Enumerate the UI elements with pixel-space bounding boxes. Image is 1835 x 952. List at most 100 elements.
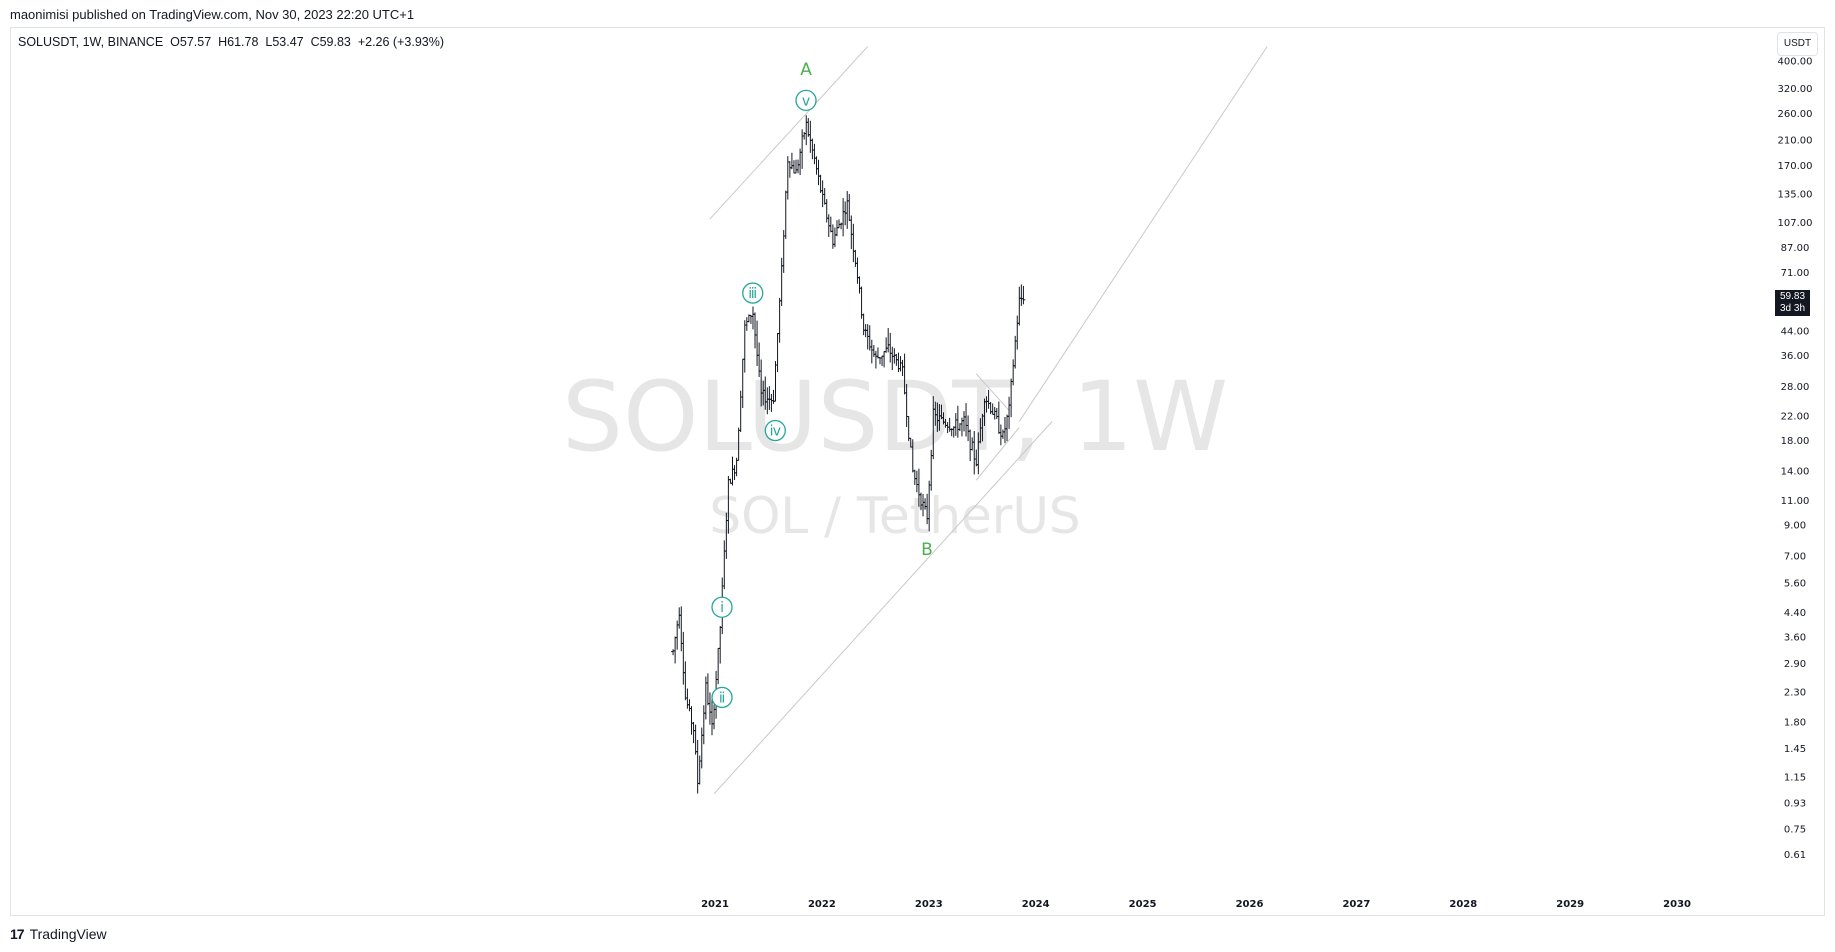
ohlc-bar [755,320,760,367]
y-tick-label: 210.00 [1778,135,1813,146]
ohlc-bar [679,606,684,652]
tradingview-logo-icon: 17 [10,926,25,942]
price-axis[interactable]: 400.00 320.00 260.00 210.00 170.00 135.00 107.… [1778,57,1813,861]
trend-line [975,373,1010,411]
wave-label: ⅰ [720,600,724,616]
ohlc-bar [869,339,874,364]
y-tick-label: 135.00 [1778,189,1813,200]
y-tick-label: 22.00 [1781,411,1810,422]
ohlc-bar [779,257,784,307]
y-tick-label: 1.15 [1784,772,1806,783]
ohlc-bar [793,159,798,174]
ohlc-bar [800,129,805,169]
legend-open: O57.57 [170,35,212,49]
time-axis[interactable]: 2021 2022 2023 2024 2025 2026 2027 2028 2029 2030 [701,899,1691,910]
ohlc-bar [677,607,682,629]
wave-circle [795,89,817,112]
ohlc-bar [1021,285,1026,305]
ohlc-bar [888,332,893,363]
ohlc-bar [673,636,678,664]
trend-line [713,421,1053,795]
x-tick-label: 2025 [1129,899,1157,910]
chart-frame [10,27,1825,916]
wave-labels: ⅰ ⅱ ⅲ ⅳ ⅴ A B [711,60,933,709]
currency-button[interactable]: USDT [1777,32,1818,56]
y-tick-label: 87.00 [1781,243,1810,254]
ohlc-bar [787,161,792,178]
publish-info: maonimisi published on TradingView.com, … [10,7,415,22]
trend-lines [709,46,1268,795]
ohlc-bar [853,249,858,267]
ohlc-bar [816,159,821,186]
legend-symbol[interactable]: SOLUSDT, 1W, BINANCE [18,35,164,49]
y-tick-label: 36.00 [1781,351,1810,362]
y-tick-label: 2.90 [1784,659,1806,670]
wave-label: ⅱ [719,690,725,706]
ohlc-bar [689,706,694,735]
ohlc-bar [875,347,880,359]
ohlc-bar [791,160,796,174]
y-tick-label: 28.00 [1781,382,1810,393]
ohlc-bar [812,143,817,165]
y-tick-label: 11.00 [1781,496,1810,507]
last-price-tag: 59.83 3d 3h [1775,290,1810,316]
ohlc-bar [884,337,889,353]
ohlc-bar [707,692,712,725]
footer-brand[interactable]: 17 TradingView [10,926,107,942]
ohlc-bar [849,215,854,250]
y-tick-label: 1.45 [1784,744,1806,755]
ohlc-bar [789,152,794,170]
ohlc-bar [845,191,850,229]
y-tick-label: 4.40 [1784,608,1806,619]
ohlc-bar [806,118,811,137]
ohlc-bar [691,722,696,744]
ohlc-bar [693,724,698,755]
ohlc-bar [796,159,801,174]
y-tick-label: 18.00 [1781,436,1810,447]
x-tick-label: 2026 [1236,899,1264,910]
wave-circle [764,419,786,442]
ohlc-bar [1015,315,1020,350]
watermark-symbol: SOLUSDT, 1W [562,361,1228,473]
last-price-value: 59.83 [1779,291,1806,302]
ohlc-bar [855,257,860,284]
ohlc-bar [712,704,717,730]
ohlc-bar [820,180,825,208]
ohlc-bar [1017,286,1022,326]
wave-label: ⅳ [770,424,781,440]
legend-close: C59.83 [310,35,351,49]
abc-label: A [800,60,812,80]
ohlc-bar [716,647,721,685]
ohlc-bar [834,220,839,237]
ohlc-bar [810,138,815,160]
y-tick-label: 170.00 [1778,161,1813,172]
ohlc-bar [832,227,837,248]
x-tick-label: 2029 [1556,899,1584,910]
x-tick-label: 2028 [1449,899,1477,910]
ohlc-bar [685,688,690,709]
ohlc-bar [1019,284,1024,306]
y-tick-label: 400.00 [1778,57,1813,68]
ohlc-bar [781,230,786,273]
x-tick-label: 2030 [1663,899,1691,910]
y-tick-label: 107.00 [1778,218,1813,229]
watermark-description: SOL / TetherUS [709,487,1080,545]
ohlc-bar [750,306,755,330]
ohlc-bar [818,174,823,193]
x-tick-label: 2027 [1342,899,1370,910]
ohlc-bar [777,297,782,343]
ohlc-bar [861,313,866,336]
symbol-watermark: SOLUSDT, 1W SOL / TetherUS [562,361,1228,545]
ohlc-bar [785,156,790,200]
footer-brand-text: TradingView [29,926,107,942]
ohlc-bar [859,286,864,319]
ohlc-bar [871,345,876,357]
x-tick-label: 2021 [701,899,729,910]
ohlc-bar [695,739,700,794]
wave-circle [711,686,733,709]
x-tick-label: 2023 [915,899,943,910]
y-tick-label: 14.00 [1781,467,1810,478]
trend-line [709,46,868,220]
legend-low: L53.47 [265,35,304,49]
